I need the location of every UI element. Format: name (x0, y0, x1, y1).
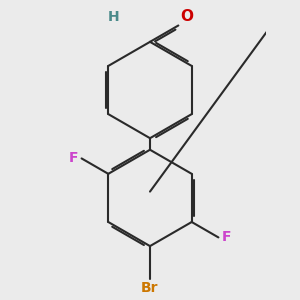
Text: H: H (108, 10, 120, 23)
Text: O: O (180, 8, 193, 23)
Text: Br: Br (141, 281, 159, 295)
Text: F: F (69, 152, 79, 165)
Text: F: F (221, 230, 231, 244)
